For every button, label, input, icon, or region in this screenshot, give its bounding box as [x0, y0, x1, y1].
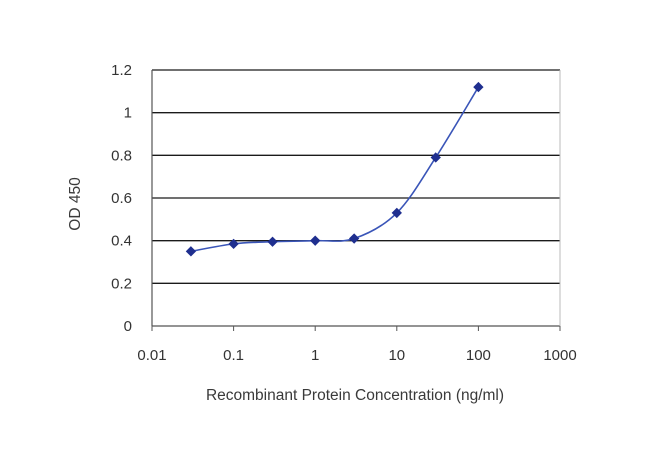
data-point [473, 81, 484, 93]
data-point [267, 236, 278, 247]
data-point [430, 152, 441, 163]
y-tick-label: 0.8 [111, 147, 132, 164]
x-tick-label: 100 [466, 347, 491, 364]
data-point [348, 233, 360, 244]
y-tick-label: 1 [124, 105, 132, 122]
x-tick-label: 1 [311, 347, 319, 364]
x-tick-label: 0.01 [137, 347, 166, 364]
y-tick-label: 0.4 [111, 233, 132, 250]
grid-lines [152, 69, 560, 284]
data-point [228, 238, 239, 250]
y-tick-labels: 0 0.2 0.4 0.6 0.8 1 1.2 [111, 62, 132, 335]
y-tick-label: 1.2 [111, 62, 132, 79]
x-tick-labels: 0.01 0.1 1 10 100 1000 [137, 347, 576, 364]
x-tick-label: 10 [388, 347, 405, 364]
data-point [310, 235, 321, 246]
y-axis-title: OD 450 [67, 177, 84, 231]
x-axis-title: Recombinant Protein Concentration (ng/ml… [206, 387, 504, 404]
x-tick-label: 0.1 [223, 347, 244, 364]
x-tick-label: 1000 [543, 347, 576, 364]
y-tick-label: 0.2 [111, 275, 132, 292]
data-point [391, 207, 402, 219]
plot-frame [151, 70, 561, 331]
y-tick-label: 0.6 [111, 190, 132, 207]
data-point [185, 246, 197, 257]
series-line [190, 86, 480, 253]
y-tick-label: 0 [124, 318, 132, 335]
series-lines [190, 86, 480, 253]
data-points [185, 81, 484, 257]
